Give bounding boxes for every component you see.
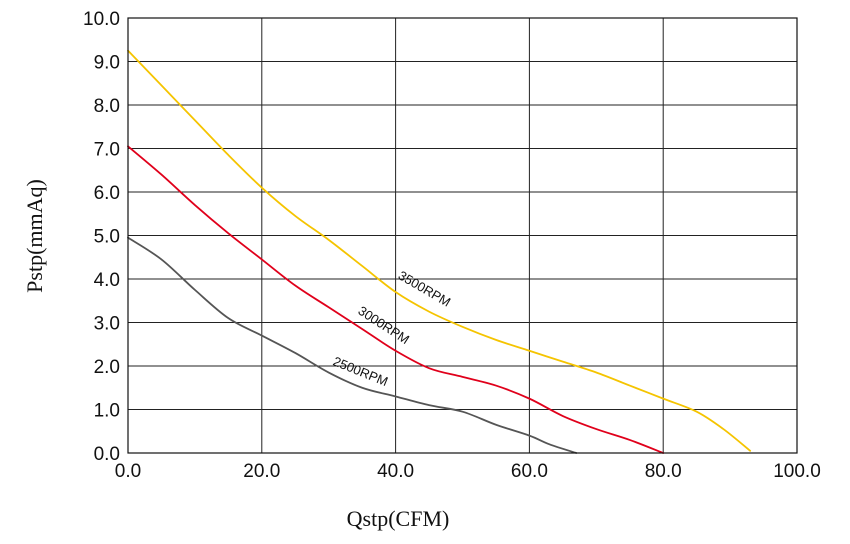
y-tick-label: 9.0: [94, 53, 120, 74]
y-tick-label: 8.0: [94, 96, 120, 117]
plot-frame: [127, 17, 798, 454]
y-tick-label: 7.0: [94, 140, 120, 161]
x-tick-label: 40.0: [377, 461, 414, 482]
y-tick-label: 0.0: [94, 444, 120, 465]
y-tick-label: 1.0: [94, 401, 120, 422]
y-tick-label: 3.0: [94, 314, 120, 335]
series-layer: [127, 49, 752, 454]
series-line-3000rpm: [127, 145, 665, 454]
x-tick-labels: 0.0 20.0 40.0 60.0 80.0 100.0: [115, 461, 821, 482]
y-tick-label: 2.0: [94, 357, 120, 378]
series-line-2500rpm: [127, 236, 578, 454]
x-tick-label: 80.0: [645, 461, 682, 482]
y-tick-label: 4.0: [94, 270, 120, 291]
series-label-3500rpm: 3500RPM: [396, 268, 453, 310]
series-label-2500rpm: 2500RPM: [331, 353, 390, 389]
grid-layer: [128, 18, 797, 453]
y-tick-labels: 0.0 1.0 2.0 3.0 4.0 5.0 6.0 7.0 8.0 9.0 10.0: [83, 9, 120, 465]
y-tick-label: 10.0: [83, 9, 120, 30]
x-tick-label: 20.0: [243, 461, 280, 482]
y-tick-label: 6.0: [94, 183, 120, 204]
x-axis-title: Qstp(CFM): [347, 506, 450, 531]
x-tick-label: 0.0: [115, 461, 141, 482]
x-tick-label: 60.0: [511, 461, 548, 482]
y-axis-title: Pstp(mmAq): [22, 179, 47, 293]
series-label-3000rpm: 3000RPM: [356, 303, 413, 347]
y-tick-label: 5.0: [94, 227, 120, 248]
series-line-3500rpm: [127, 49, 752, 452]
x-tick-label: 100.0: [773, 461, 821, 482]
